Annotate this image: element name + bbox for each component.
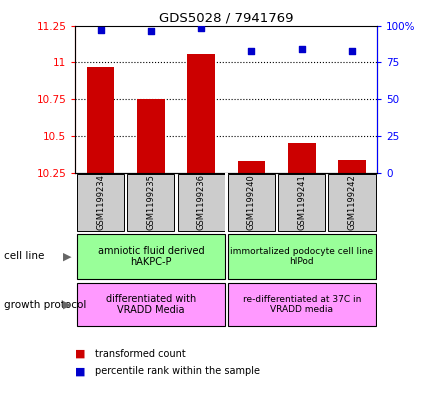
Bar	[77, 283, 224, 326]
Text: percentile rank within the sample: percentile rank within the sample	[95, 366, 259, 376]
Text: GSM1199234: GSM1199234	[96, 174, 105, 230]
Text: ▶: ▶	[62, 299, 71, 310]
Text: growth protocol: growth protocol	[4, 299, 86, 310]
Point	[298, 46, 304, 52]
Bar	[277, 174, 325, 231]
Text: GSM1199236: GSM1199236	[196, 174, 205, 230]
Point	[97, 27, 104, 33]
Text: immortalized podocyte cell line
hIPod: immortalized podocyte cell line hIPod	[230, 247, 372, 266]
Bar	[86, 67, 114, 173]
Bar	[224, 173, 227, 232]
Text: differentiated with
VRADD Media: differentiated with VRADD Media	[105, 294, 196, 315]
Bar	[77, 174, 124, 231]
Text: GSM1199242: GSM1199242	[347, 174, 356, 230]
Bar	[227, 283, 375, 326]
Text: amniotic fluid derived
hAKPC-P: amniotic fluid derived hAKPC-P	[97, 246, 204, 267]
Bar	[227, 234, 375, 279]
Bar	[177, 174, 224, 231]
Bar	[187, 53, 215, 173]
Text: GSM1199241: GSM1199241	[297, 174, 305, 230]
Text: transformed count: transformed count	[95, 349, 185, 359]
Text: re-differentiated at 37C in
VRADD media: re-differentiated at 37C in VRADD media	[242, 295, 360, 314]
Point	[147, 28, 154, 35]
Point	[348, 48, 355, 54]
Bar	[338, 160, 365, 173]
Bar	[227, 174, 274, 231]
Text: ■: ■	[75, 366, 86, 376]
Bar	[287, 143, 315, 173]
Bar	[328, 174, 375, 231]
Bar	[137, 99, 164, 173]
Text: GSM1199240: GSM1199240	[246, 174, 255, 230]
Bar	[127, 174, 174, 231]
Bar	[77, 234, 224, 279]
Text: cell line: cell line	[4, 252, 45, 261]
Text: GSM1199235: GSM1199235	[146, 174, 155, 230]
Point	[197, 25, 204, 31]
Bar	[237, 161, 264, 173]
Point	[247, 48, 254, 54]
Text: ■: ■	[75, 349, 86, 359]
Title: GDS5028 / 7941769: GDS5028 / 7941769	[159, 11, 293, 24]
Text: ▶: ▶	[62, 252, 71, 261]
